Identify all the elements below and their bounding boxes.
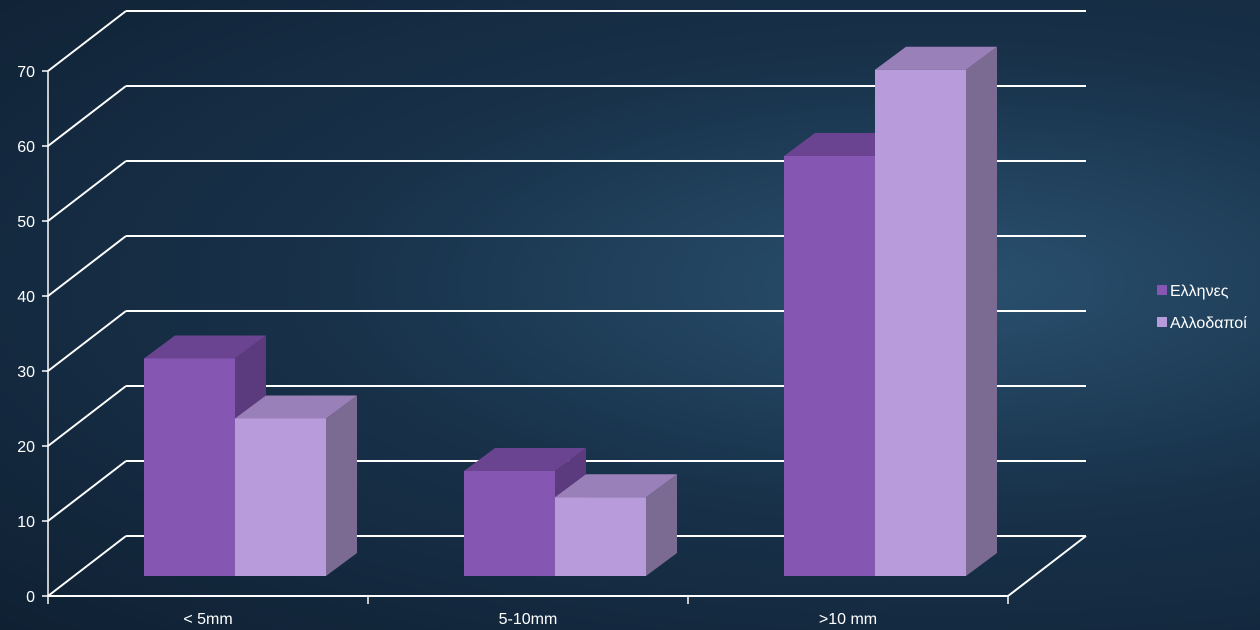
bar-front [784, 156, 875, 576]
y-tick-label: 0 [26, 589, 35, 606]
y-tick-label: 60 [17, 139, 35, 156]
bar-front [144, 358, 235, 576]
gridline-diagonal [47, 85, 127, 147]
x-tick-label: >10 mm [819, 611, 877, 628]
legend-swatch [1157, 317, 1167, 327]
bar-layer [144, 46, 997, 576]
gridline-diagonal [47, 160, 127, 222]
bar-top [144, 335, 266, 359]
x-tick-label: < 5mm [183, 611, 232, 628]
legend-label: Αλλοδαποί [1170, 315, 1247, 332]
y-tick-label: 50 [17, 214, 35, 231]
bar-top [875, 46, 997, 70]
legend-item: Αλλοδαποί [1157, 315, 1247, 332]
gridline-diagonal [47, 385, 127, 447]
bar-side [646, 474, 677, 576]
bar-side [326, 395, 357, 576]
bar-side [966, 46, 997, 576]
bar-top [235, 395, 357, 419]
bar-front [875, 69, 966, 576]
gridline-diagonal [47, 10, 127, 72]
y-tick-label: 30 [17, 364, 35, 381]
y-tick-label: 40 [17, 289, 35, 306]
bar [555, 474, 677, 576]
legend-label: Ελληνες [1170, 283, 1229, 300]
bar [235, 395, 357, 576]
bar-front [464, 471, 555, 576]
legend-swatch [1157, 285, 1167, 295]
y-tick-label: 70 [17, 64, 35, 81]
legend: Ελληνες Αλλοδαποί [1157, 283, 1247, 332]
x-tick-label: 5-10mm [499, 611, 558, 628]
bar-front [555, 497, 646, 576]
gridline-diagonal [47, 310, 127, 372]
label-layer: 0 10 20 30 40 50 60 70 < 5mm 5-10mm >10 mm [17, 64, 877, 628]
bar-front [235, 418, 326, 576]
bar-top [464, 448, 586, 471]
y-tick-label: 20 [17, 439, 35, 456]
bar-top [555, 474, 677, 498]
gridline-diagonal [47, 460, 127, 522]
legend-item: Ελληνες [1157, 283, 1229, 300]
gridline-diagonal [47, 235, 127, 297]
bar [875, 46, 997, 576]
axis-layer [42, 70, 1009, 604]
y-tick-label: 10 [17, 514, 35, 531]
gridline-diagonal [47, 535, 127, 597]
floor-edge [1007, 535, 1087, 597]
